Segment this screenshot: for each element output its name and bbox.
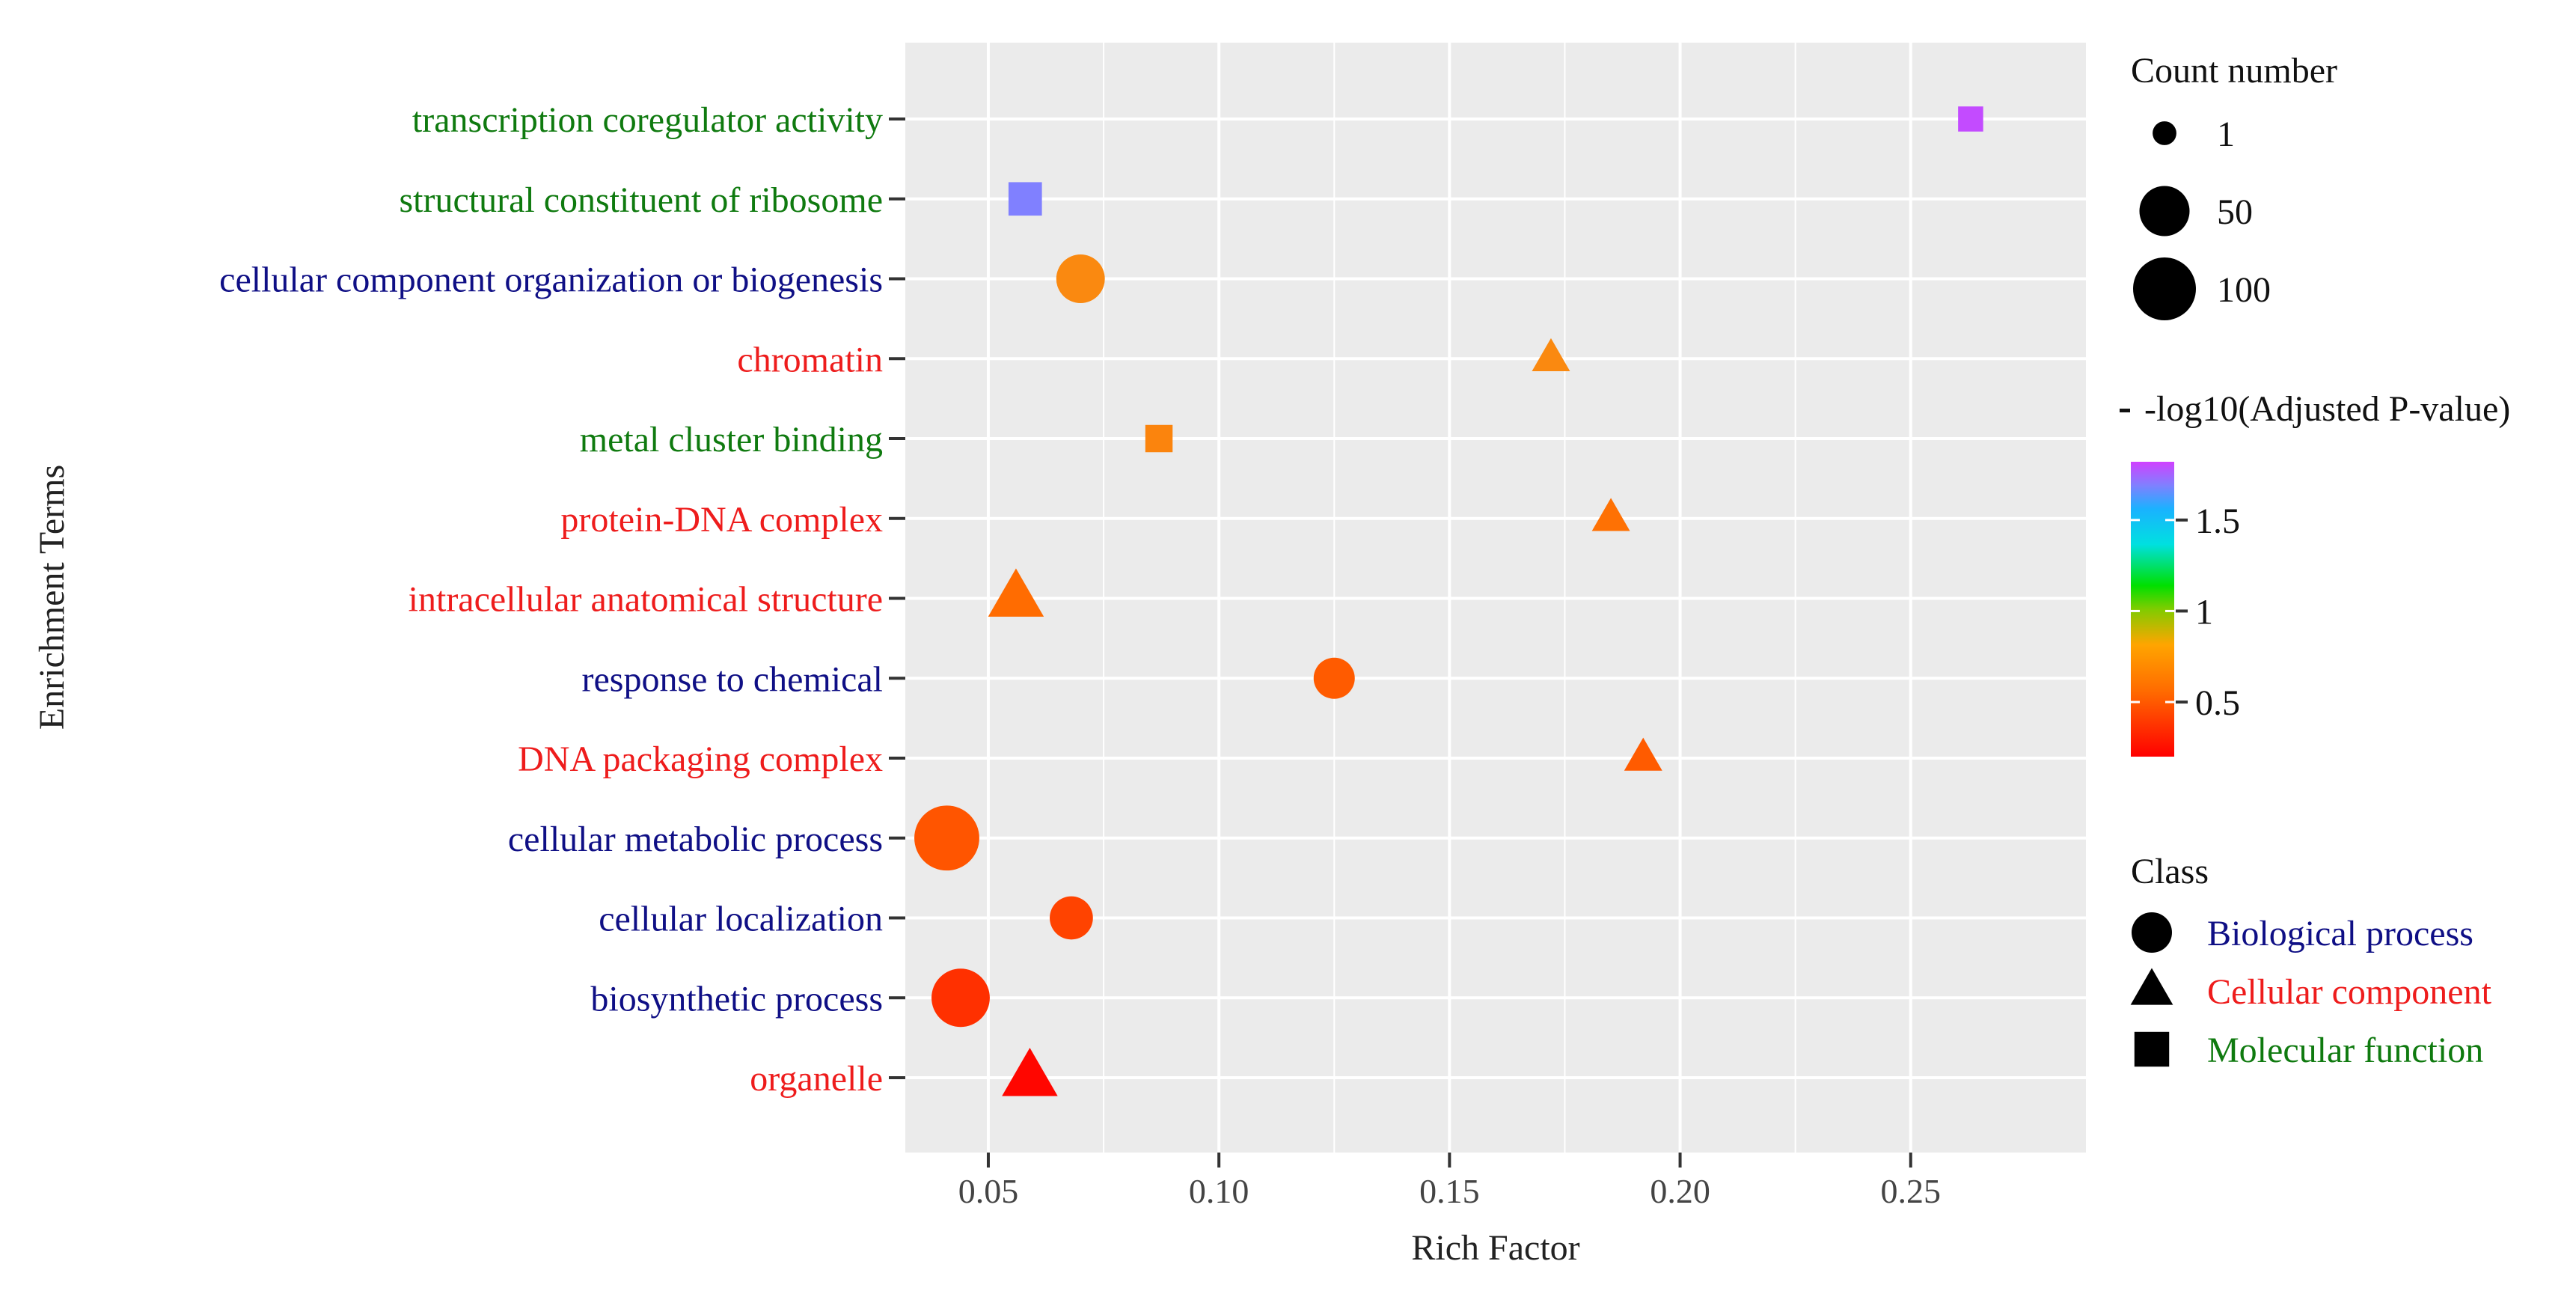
class-legend-symbol xyxy=(2134,1031,2170,1067)
y-tick-label: cellular localization xyxy=(599,900,883,939)
y-tick-label: transcription coregulator activity xyxy=(412,100,883,140)
data-point xyxy=(1591,498,1630,531)
size-legend-symbol xyxy=(2153,121,2176,145)
data-point xyxy=(1145,424,1173,453)
size-legend-label: 1 xyxy=(2217,115,2235,154)
size-legend-label: 50 xyxy=(2217,192,2253,232)
y-axis: transcription coregulator activity struct… xyxy=(219,100,905,1099)
x-tick-label: 0.25 xyxy=(1881,1172,1942,1210)
size-legend-title: Count number xyxy=(2131,51,2337,91)
data-point xyxy=(988,568,1044,617)
y-tick-label: DNA packaging complex xyxy=(518,739,883,779)
x-tick-label: 0.10 xyxy=(1189,1172,1249,1210)
y-tick-label: cellular metabolic process xyxy=(508,820,883,859)
size-legend-symbol xyxy=(2133,257,2196,320)
data-point xyxy=(1008,182,1042,216)
data-point xyxy=(1002,1048,1058,1096)
size-legend-symbol xyxy=(2139,186,2190,236)
size-legend: Count number 1 50 100 xyxy=(2131,51,2337,320)
x-tick-label: 0.05 xyxy=(958,1172,1019,1210)
y-tick-label: protein-DNA complex xyxy=(560,500,883,540)
data-point xyxy=(931,968,990,1028)
grid-layer xyxy=(905,43,2086,1153)
data-point xyxy=(914,805,979,871)
y-tick-label: biosynthetic process xyxy=(590,979,883,1019)
y-axis-title: Enrichment Terms xyxy=(32,465,72,730)
colorbar-tick-label: 1.5 xyxy=(2195,501,2240,541)
colorbar xyxy=(2131,462,2174,757)
colorbar-ticks: 0.5 1 1.5 xyxy=(2131,501,2240,723)
color-legend: -log10(Adjusted P-value) 0.5 1 1.5 xyxy=(2120,389,2510,757)
y-tick-label: metal cluster binding xyxy=(580,420,883,460)
class-legend-label: Cellular component xyxy=(2207,972,2492,1012)
class-legend-label: Biological process xyxy=(2207,914,2473,953)
color-legend-title-dash xyxy=(2120,409,2130,412)
y-tick-label: chromatin xyxy=(737,340,883,379)
y-tick-label: organelle xyxy=(750,1059,883,1099)
size-legend-label: 100 xyxy=(2217,270,2271,310)
class-legend-label: Molecular function xyxy=(2207,1031,2483,1070)
x-axis-title: Rich Factor xyxy=(1411,1228,1579,1268)
data-point xyxy=(1056,254,1105,303)
colorbar-tick-label: 1 xyxy=(2195,592,2213,632)
class-legend-symbol xyxy=(2132,912,2172,953)
x-axis: 0.05 0.10 0.15 0.20 0.25 xyxy=(958,1153,1941,1210)
x-tick-label: 0.15 xyxy=(1419,1172,1480,1210)
data-point xyxy=(1624,737,1662,771)
x-tick-label: 0.20 xyxy=(1650,1172,1710,1210)
y-tick-label: cellular component organization or bioge… xyxy=(219,260,883,300)
size-legend-items: 1 50 100 xyxy=(2133,115,2271,320)
data-point xyxy=(1050,896,1093,940)
class-legend: Class Biological process Cellular compone… xyxy=(2130,852,2492,1070)
class-legend-items: Biological process Cellular component Mole… xyxy=(2130,912,2492,1070)
data-point xyxy=(1958,106,1983,132)
y-tick-label: intracellular anatomical structure xyxy=(409,580,883,620)
data-point xyxy=(1313,657,1355,699)
colorbar-tick-label: 0.5 xyxy=(2195,683,2240,723)
data-point xyxy=(1532,338,1570,371)
color-legend-title: -log10(Adjusted P-value) xyxy=(2144,389,2510,429)
y-tick-label: response to chemical xyxy=(581,659,883,699)
marks-layer xyxy=(914,106,1983,1096)
class-legend-symbol xyxy=(2130,968,2173,1005)
class-legend-title: Class xyxy=(2131,852,2209,891)
y-tick-label: structural constituent of ribosome xyxy=(399,180,883,220)
